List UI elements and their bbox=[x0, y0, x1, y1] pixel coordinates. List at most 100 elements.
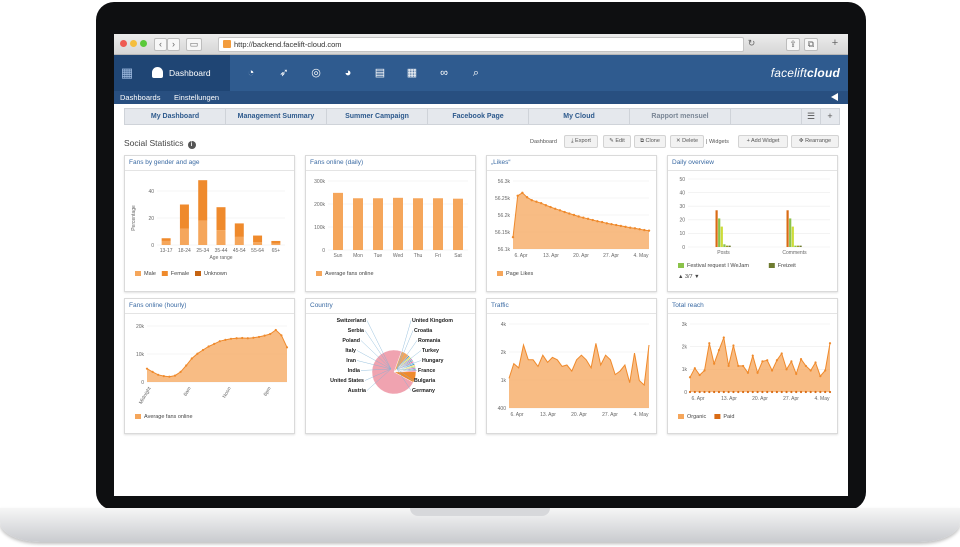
bar bbox=[179, 204, 189, 229]
card-country: Country Switzerland Serbia Poland Italy Iran… bbox=[305, 298, 476, 434]
share-arrow-icon[interactable] bbox=[831, 93, 838, 101]
pie-chart-icon[interactable]: ◕ bbox=[344, 67, 352, 79]
tabs-overview-icon[interactable]: ⧉ bbox=[804, 38, 818, 51]
y-tick-label: 0 bbox=[684, 390, 687, 396]
data-point bbox=[708, 342, 711, 345]
rearrange-button[interactable]: ✥ Rearrange bbox=[791, 135, 839, 148]
data-point bbox=[751, 354, 754, 357]
data-point bbox=[554, 207, 557, 210]
delete-button[interactable]: ✕ Delete bbox=[670, 135, 704, 148]
card-title: Traffic bbox=[487, 299, 656, 314]
data-point bbox=[799, 358, 803, 361]
zoom-window-button[interactable] bbox=[140, 40, 147, 47]
minimize-window-button[interactable] bbox=[130, 40, 137, 47]
gauge-icon[interactable]: ◔ bbox=[247, 67, 255, 79]
calendar-icon[interactable]: ▦ bbox=[406, 67, 418, 79]
address-bar[interactable]: http://backend.facelift-cloud.com bbox=[218, 37, 744, 52]
card-fans-hourly: Fans online (hourly) 0 10k 20k Midnight 6am N… bbox=[124, 298, 295, 434]
bar bbox=[271, 243, 281, 245]
card-fans-gender-age: Fans by gender and age 0 20 40 Percentage 13… bbox=[124, 155, 295, 292]
rearrange-label: Rearrange bbox=[805, 138, 832, 144]
rocket-icon[interactable]: ➶ bbox=[279, 67, 289, 79]
y-tick-label: 20 bbox=[679, 218, 685, 224]
binoculars-icon[interactable]: ∞ bbox=[440, 67, 448, 79]
tab-facebook-page[interactable]: Facebook Page bbox=[428, 109, 529, 124]
clone-button[interactable]: ⧉ Clone bbox=[634, 135, 666, 148]
bar bbox=[198, 220, 208, 245]
subnav-item-einstellungen[interactable]: Einstellungen bbox=[174, 93, 220, 102]
bar bbox=[720, 226, 723, 247]
data-point bbox=[766, 359, 769, 362]
close-window-button[interactable] bbox=[120, 40, 127, 47]
tab-management-summary[interactable]: Management Summary bbox=[226, 109, 327, 124]
data-point bbox=[819, 375, 822, 378]
x-tick-label: Tue bbox=[374, 253, 383, 259]
y-tick-label: 40 bbox=[148, 189, 154, 195]
reload-icon[interactable]: ↻ bbox=[747, 38, 756, 48]
tab-my-cloud[interactable]: My Cloud bbox=[529, 109, 630, 124]
back-arrow-icon[interactable]: ‹ bbox=[154, 38, 167, 51]
x-tick-label: 13. Apr bbox=[540, 412, 556, 418]
card-title: Daily overview bbox=[668, 156, 837, 171]
likes-area bbox=[513, 192, 649, 249]
y-tick-label: 20 bbox=[148, 216, 154, 222]
analytics-icon[interactable]: ◎ bbox=[311, 67, 321, 79]
brand-logo: faceliftcloud bbox=[771, 55, 840, 91]
dashboard-tabs: My Dashboard Management Summary Summer C… bbox=[124, 108, 840, 125]
x-tick-label: 4. May bbox=[633, 412, 649, 418]
y-tick-label: 1k bbox=[501, 378, 507, 384]
share-icon[interactable]: ⇪ bbox=[786, 38, 800, 51]
edit-button[interactable]: ✎ Edit bbox=[603, 135, 631, 148]
dashboard-nav-button[interactable]: Dashboard bbox=[140, 55, 230, 91]
data-point bbox=[539, 201, 543, 205]
speedometer-icon bbox=[152, 67, 163, 78]
y-tick-label: 20k bbox=[136, 324, 145, 330]
data-point bbox=[218, 340, 221, 343]
screen: ‹ › ▭ http://backend.facelift-cloud.com … bbox=[114, 34, 848, 496]
add-widget-button[interactable]: + Add Widget bbox=[738, 135, 788, 148]
x-tick-label: Noon bbox=[222, 386, 233, 400]
card-likes: „Likes“ 56.1k 56.15k 56.2k 56.25k 56.3k 6. Ap… bbox=[486, 155, 657, 292]
legend-swatch bbox=[714, 414, 721, 419]
app-grid-icon[interactable]: ▦ bbox=[114, 55, 140, 91]
new-tab-icon[interactable]: + bbox=[831, 37, 839, 49]
y-tick-label: 2k bbox=[501, 350, 507, 356]
bar bbox=[271, 240, 281, 244]
paid-point bbox=[766, 390, 769, 394]
edit-label: Edit bbox=[615, 138, 625, 144]
add-tab-icon[interactable]: + bbox=[820, 109, 839, 124]
data-point bbox=[235, 337, 238, 340]
sidebar-toggle-icon[interactable]: ▭ bbox=[186, 38, 202, 51]
export-button[interactable]: ⤓ Export bbox=[564, 135, 598, 148]
label-connector bbox=[396, 340, 418, 370]
paid-point bbox=[708, 390, 711, 394]
data-point bbox=[770, 369, 774, 372]
card-title: „Likes“ bbox=[487, 156, 656, 171]
server-icon[interactable]: ▤ bbox=[374, 67, 386, 79]
fans-daily-chart: 0 100k 200k 300k Sun Mon Tue Wed Thu Fri Sat Averag… bbox=[314, 179, 468, 277]
forward-arrow-icon[interactable]: › bbox=[167, 38, 180, 51]
label-connector bbox=[360, 368, 392, 371]
subnav-item-dashboards[interactable]: Dashboards bbox=[120, 93, 161, 102]
legend-swatch bbox=[768, 263, 775, 268]
x-axis-label: Age range bbox=[209, 255, 232, 261]
x-tick-label: 6. Apr bbox=[691, 396, 704, 402]
tab-my-dashboard[interactable]: My Dashboard bbox=[125, 109, 226, 124]
tab-summer-campaign[interactable]: Summer Campaign bbox=[327, 109, 428, 124]
menu-icon[interactable]: ☰ bbox=[801, 109, 820, 124]
paid-point bbox=[698, 390, 701, 394]
label-connector bbox=[356, 350, 392, 370]
search-people-icon[interactable]: ⌕ bbox=[472, 67, 480, 79]
data-point bbox=[614, 223, 618, 227]
bar bbox=[789, 218, 792, 247]
tab-rapport-mensuel[interactable]: Rapport mensuel bbox=[630, 109, 731, 124]
x-tick-label: Sat bbox=[454, 253, 462, 259]
card-title: Fans online (hourly) bbox=[125, 299, 294, 314]
reach-line bbox=[689, 335, 831, 378]
data-point bbox=[173, 374, 177, 377]
x-tick-label: 13. Apr bbox=[721, 396, 737, 402]
reach-area bbox=[690, 337, 830, 392]
edit-icon: ✎ bbox=[609, 138, 616, 144]
info-icon[interactable]: i bbox=[187, 141, 196, 149]
data-point bbox=[190, 357, 193, 360]
